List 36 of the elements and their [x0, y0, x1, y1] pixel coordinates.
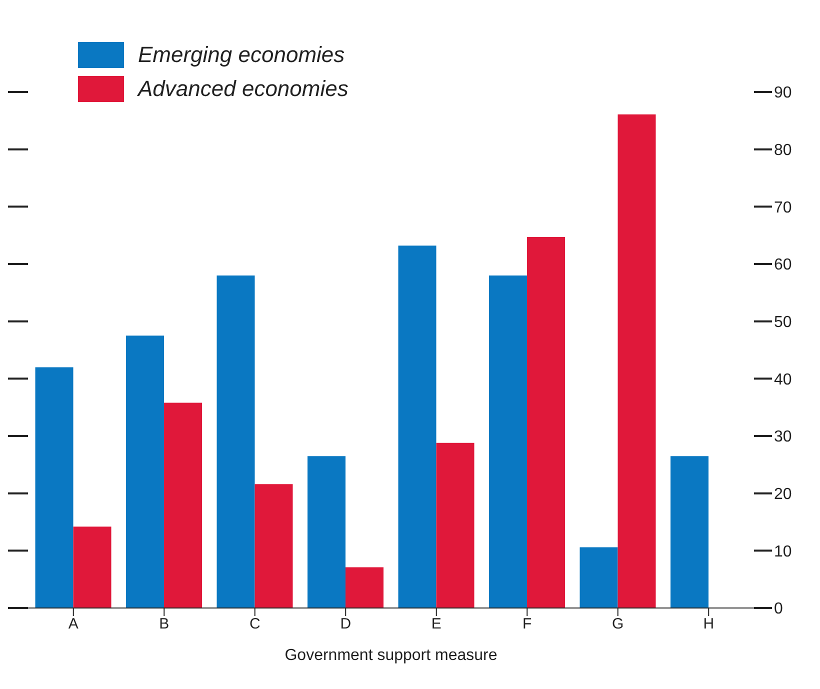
bar [216, 275, 255, 608]
legend-label: Emerging economies [138, 42, 345, 68]
y-tick-label: 40 [774, 371, 792, 388]
bar [489, 275, 528, 608]
y-tick-label: 90 [774, 84, 792, 102]
x-tick-label: B [159, 616, 170, 633]
bar [670, 456, 709, 608]
y-tick-label: 50 [774, 314, 792, 332]
x-tick-label: G [612, 616, 624, 633]
bar [346, 567, 384, 608]
y-tick-label: 80 [774, 142, 792, 160]
x-tick-label: C [249, 616, 260, 633]
bar [126, 336, 164, 608]
x-axis-title: Government support measure [284, 647, 498, 664]
bar [308, 456, 346, 608]
bar [527, 237, 566, 608]
y-tick-label: 60 [774, 256, 792, 274]
bar [73, 526, 112, 608]
y-tick-label: 70 [774, 199, 792, 216]
x-tick-label: E [431, 616, 442, 633]
bar [580, 547, 618, 608]
y-tick-label: 30 [774, 428, 792, 446]
bar [398, 246, 436, 608]
bar [164, 402, 202, 608]
x-tick-label: F [522, 616, 532, 633]
bar [35, 367, 74, 608]
bar [436, 442, 474, 608]
legend-label: Advanced economies [138, 76, 348, 102]
x-tick-label: H [703, 616, 714, 633]
bar [254, 484, 293, 608]
y-tick-label: 0 [774, 600, 783, 618]
y-tick-label: 10 [774, 543, 792, 560]
y-tick-label: 20 [774, 486, 792, 504]
x-tick-label: D [340, 616, 352, 633]
bar [618, 114, 656, 608]
x-tick-label: A [68, 616, 78, 633]
